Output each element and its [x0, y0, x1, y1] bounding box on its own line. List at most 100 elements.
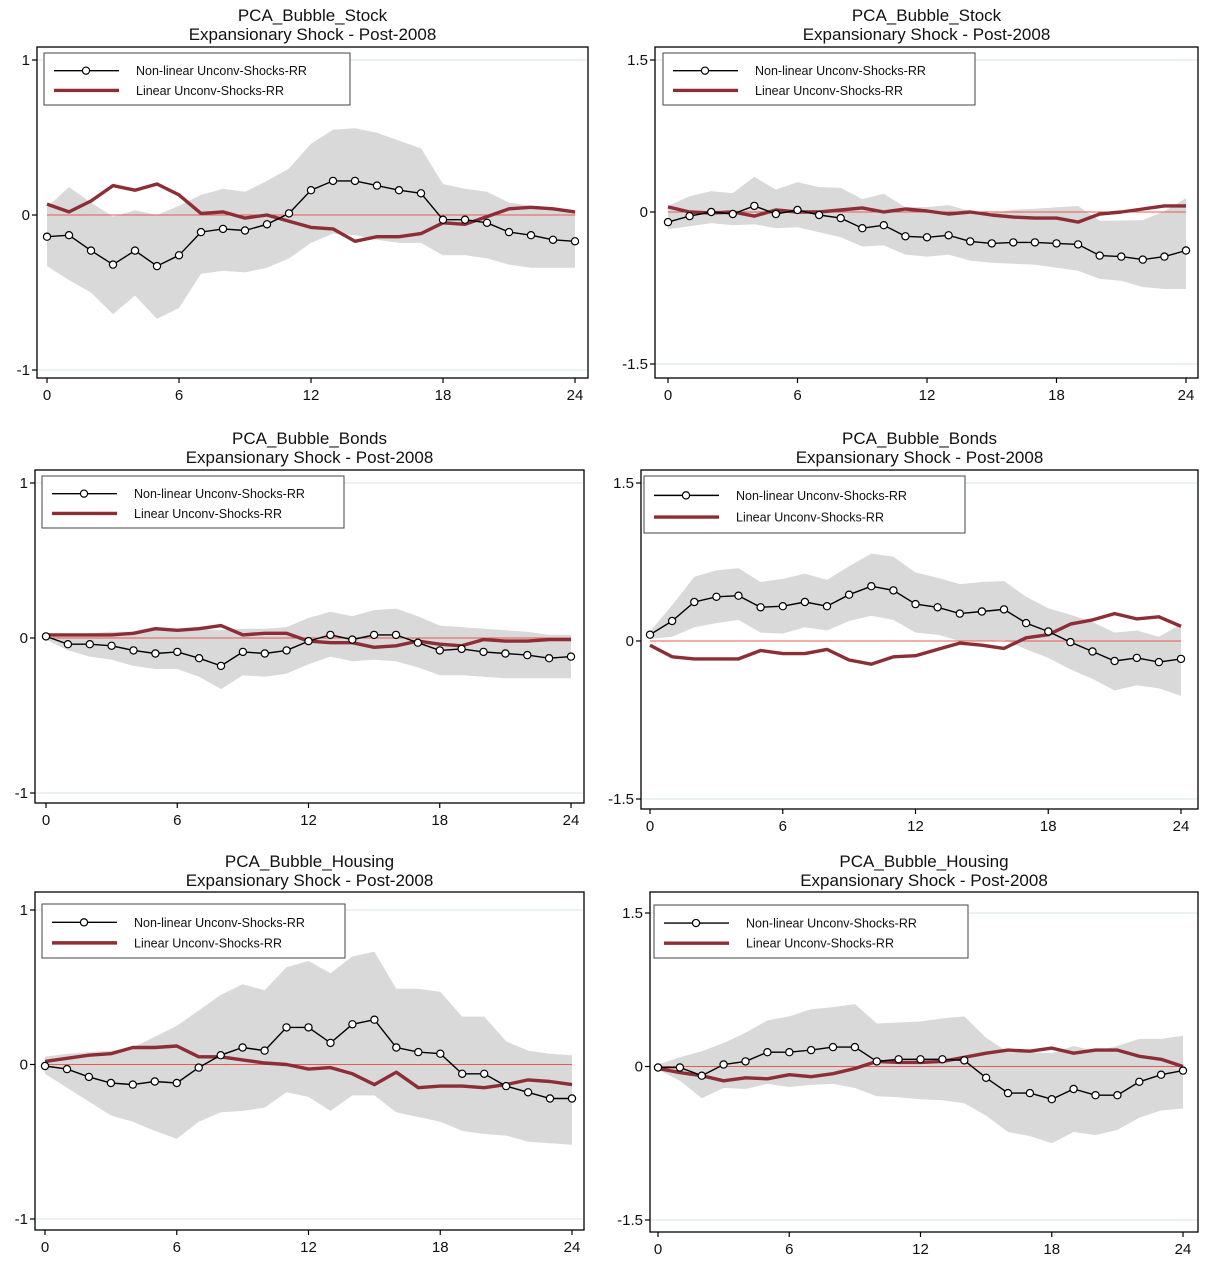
series-point-nonlinear	[1091, 1090, 1100, 1100]
y-tick-label: -1.5	[617, 1212, 643, 1229]
legend-label-linear: Linear Unconv-Shocks-RR	[134, 936, 282, 950]
series-point-nonlinear	[1132, 653, 1142, 663]
legend-box	[643, 475, 966, 534]
legend-label-nonlinear: Non-linear Unconv-Shocks-RR	[746, 917, 917, 931]
series-point-nonlinear	[129, 646, 138, 655]
chart-title: PCA_Bubble_Stock	[238, 6, 388, 25]
series-point-nonlinear	[1030, 238, 1040, 247]
series-point-nonlinear	[460, 215, 470, 224]
series-point-nonlinear	[728, 209, 738, 219]
legend-label-linear: Linear Unconv-Shocks-RR	[755, 84, 903, 98]
series-point-nonlinear	[284, 209, 294, 218]
legend-label-nonlinear: Non-linear Unconv-Shocks-RR	[136, 64, 307, 78]
series-point-nonlinear	[548, 235, 558, 244]
series-point-nonlinear	[238, 1043, 247, 1052]
y-tick-label: 0	[640, 204, 648, 221]
series-point-nonlinear	[392, 1043, 401, 1052]
x-tick-label: 0	[654, 1241, 662, 1258]
x-tick-label: 0	[664, 387, 672, 404]
series-point-nonlinear	[350, 176, 360, 186]
series-point-nonlinear	[1135, 1077, 1144, 1086]
legend-label-nonlinear: Non-linear Unconv-Shocks-RR	[134, 916, 305, 930]
series-point-nonlinear	[836, 213, 845, 223]
legend-box	[43, 52, 351, 106]
series-point-nonlinear	[435, 646, 444, 655]
y-tick-label: 1	[20, 475, 28, 492]
series-point-nonlinear	[785, 1047, 794, 1057]
series-point-nonlinear	[1066, 637, 1075, 647]
x-tick-label: 6	[173, 1239, 181, 1256]
x-tick-label: 24	[567, 387, 584, 404]
chart-title: PCA_Bubble_Housing	[839, 852, 1008, 871]
legend-marker-nonlinear	[691, 918, 701, 928]
series-point-nonlinear	[172, 1078, 181, 1088]
series-point-nonlinear	[304, 636, 313, 646]
legend-label-linear: Linear Unconv-Shocks-RR	[746, 937, 894, 951]
series-point-nonlinear	[712, 592, 721, 601]
y-tick-label: 1.5	[613, 475, 634, 492]
series-point-nonlinear	[106, 1078, 116, 1088]
y-tick-label: 1.5	[622, 905, 643, 922]
series-point-nonlinear	[150, 1077, 159, 1086]
series-point-nonlinear	[778, 601, 787, 611]
series-point-nonlinear	[1025, 1088, 1035, 1098]
series-point-nonlinear	[685, 211, 694, 221]
x-tick-label: 6	[793, 387, 801, 404]
y-tick-label: 1.5	[627, 52, 648, 69]
chart-title: PCA_Bubble_Bonds	[232, 429, 387, 448]
series-point-nonlinear	[879, 220, 888, 230]
x-tick-label: 0	[43, 387, 51, 404]
x-tick-label: 6	[785, 1241, 793, 1258]
x-tick-label: 24	[1178, 387, 1195, 404]
x-tick-label: 6	[175, 387, 183, 404]
series-point-nonlinear	[128, 1080, 137, 1089]
series-point-nonlinear	[413, 638, 423, 647]
chart-subtitle: Expansionary Shock - Post-2008	[189, 25, 437, 44]
y-tick-label: 1	[22, 52, 30, 69]
series-point-nonlinear	[436, 1049, 445, 1058]
series-point-nonlinear	[1069, 1084, 1078, 1094]
chart-subtitle: Expansionary Shock - Post-2008	[186, 871, 434, 890]
series-point-nonlinear	[107, 641, 116, 650]
series-point-nonlinear	[194, 653, 204, 663]
series-point-nonlinear	[42, 232, 52, 241]
series-point-nonlinear	[1047, 1094, 1056, 1104]
series-point-nonlinear	[173, 647, 182, 657]
x-tick-label: 12	[300, 812, 317, 829]
series-point-nonlinear	[130, 246, 140, 255]
series-point-nonlinear	[653, 1063, 663, 1072]
series-point-nonlinear	[414, 1047, 423, 1057]
series-point-nonlinear	[938, 1055, 947, 1064]
series-point-nonlinear	[955, 609, 964, 618]
series-point-nonlinear	[1095, 251, 1104, 260]
legend-box	[662, 52, 976, 106]
series-point-nonlinear	[174, 251, 184, 260]
series-point-nonlinear	[282, 646, 291, 655]
x-tick-label: 0	[42, 812, 50, 829]
series-point-nonlinear	[1003, 1088, 1013, 1098]
series-point-nonlinear	[922, 233, 932, 242]
series-point-nonlinear	[822, 601, 832, 611]
series-point-nonlinear	[326, 630, 335, 640]
x-tick-label: 12	[907, 818, 924, 835]
series-point-nonlinear	[260, 649, 269, 658]
series-point-nonlinear	[800, 597, 810, 607]
series-point-nonlinear	[523, 1088, 533, 1097]
chart-subtitle: Expansionary Shock - Post-2008	[796, 448, 1044, 467]
series-point-nonlinear	[916, 1055, 925, 1064]
series-point-nonlinear	[966, 237, 975, 246]
series-point-nonlinear	[64, 230, 74, 240]
series-point-nonlinear	[394, 185, 404, 195]
series-point-nonlinear	[719, 1060, 728, 1069]
series-point-nonlinear	[1044, 627, 1053, 636]
series-line-linear	[667, 204, 1186, 224]
series-point-nonlinear	[566, 652, 576, 661]
series-point-nonlinear	[806, 1045, 816, 1055]
x-tick-label: 18	[1043, 1241, 1060, 1258]
series-point-nonlinear	[1154, 657, 1164, 667]
series-point-nonlinear	[1117, 252, 1126, 261]
y-tick-label: 0	[20, 1057, 28, 1074]
